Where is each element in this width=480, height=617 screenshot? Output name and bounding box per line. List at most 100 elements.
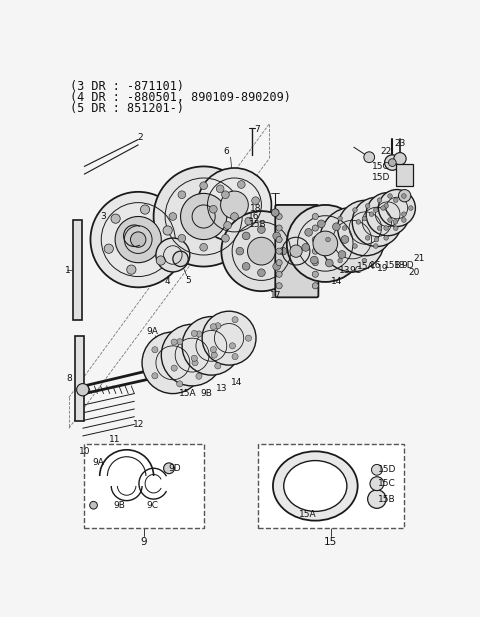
Circle shape <box>369 212 374 217</box>
Circle shape <box>368 490 386 508</box>
Circle shape <box>173 251 188 267</box>
Circle shape <box>161 325 223 386</box>
Bar <box>396 164 413 186</box>
Text: 2: 2 <box>138 133 144 142</box>
Text: 12: 12 <box>132 420 144 429</box>
Text: 10: 10 <box>79 447 90 456</box>
Circle shape <box>365 236 370 240</box>
Circle shape <box>156 256 166 265</box>
Circle shape <box>378 189 415 226</box>
Circle shape <box>353 208 357 212</box>
Text: 18: 18 <box>250 204 261 213</box>
Text: 14: 14 <box>331 278 343 286</box>
Circle shape <box>178 191 186 199</box>
Circle shape <box>131 232 146 247</box>
Circle shape <box>152 347 158 353</box>
Circle shape <box>156 238 190 272</box>
Text: 15B: 15B <box>249 220 266 229</box>
Circle shape <box>242 232 250 240</box>
Circle shape <box>362 217 367 221</box>
Circle shape <box>196 373 202 379</box>
Circle shape <box>342 226 347 230</box>
Circle shape <box>210 347 216 353</box>
Circle shape <box>232 354 238 360</box>
Circle shape <box>191 355 197 362</box>
Text: 7: 7 <box>255 125 261 134</box>
Text: 15C: 15C <box>378 479 396 488</box>
Circle shape <box>177 339 183 345</box>
Text: 15A: 15A <box>299 510 316 519</box>
Circle shape <box>279 247 287 255</box>
Text: 15B: 15B <box>384 260 401 270</box>
Circle shape <box>312 225 318 231</box>
Circle shape <box>353 244 357 249</box>
Circle shape <box>394 198 398 202</box>
Circle shape <box>393 220 398 224</box>
Circle shape <box>200 182 207 189</box>
Circle shape <box>313 231 337 256</box>
Bar <box>258 444 404 528</box>
Circle shape <box>90 502 97 509</box>
Text: 20: 20 <box>408 268 420 277</box>
Circle shape <box>374 238 379 242</box>
Circle shape <box>141 205 150 214</box>
Text: (3 DR : -871101): (3 DR : -871101) <box>71 80 184 93</box>
Circle shape <box>394 152 406 165</box>
Text: (5 DR : 851201-): (5 DR : 851201-) <box>71 102 184 115</box>
Circle shape <box>276 213 282 220</box>
Circle shape <box>210 324 216 330</box>
Circle shape <box>365 204 370 208</box>
Circle shape <box>180 193 227 239</box>
Text: 3: 3 <box>101 212 107 221</box>
Text: 19: 19 <box>377 263 389 273</box>
Circle shape <box>373 208 378 212</box>
Circle shape <box>127 265 136 274</box>
Text: 4: 4 <box>165 278 170 286</box>
Text: 11: 11 <box>109 435 121 444</box>
Circle shape <box>248 238 275 265</box>
Text: 9D: 9D <box>169 464 181 473</box>
Text: 15: 15 <box>324 537 337 547</box>
Circle shape <box>287 205 364 282</box>
Circle shape <box>142 332 204 394</box>
Circle shape <box>221 191 248 219</box>
Circle shape <box>408 205 413 210</box>
Circle shape <box>312 248 318 254</box>
Circle shape <box>242 263 250 270</box>
Circle shape <box>276 225 282 231</box>
Text: 9A: 9A <box>92 458 104 468</box>
Text: 15B: 15B <box>378 495 396 503</box>
Circle shape <box>222 191 229 199</box>
Circle shape <box>337 201 393 256</box>
Circle shape <box>222 234 229 242</box>
Text: 13: 13 <box>216 384 227 392</box>
Circle shape <box>384 155 400 170</box>
Circle shape <box>356 220 361 224</box>
Circle shape <box>402 218 406 222</box>
Circle shape <box>169 213 177 220</box>
Circle shape <box>312 260 318 266</box>
Circle shape <box>236 247 244 255</box>
Circle shape <box>197 168 271 242</box>
Circle shape <box>273 232 280 240</box>
Circle shape <box>398 189 411 202</box>
Circle shape <box>402 212 406 217</box>
Text: 15C: 15C <box>372 162 390 171</box>
Circle shape <box>273 263 280 270</box>
Circle shape <box>211 352 217 358</box>
Circle shape <box>215 363 221 369</box>
Circle shape <box>216 185 224 193</box>
Circle shape <box>191 330 197 336</box>
Text: 17: 17 <box>269 291 281 300</box>
Circle shape <box>271 209 279 217</box>
Circle shape <box>290 245 302 257</box>
Circle shape <box>352 197 402 247</box>
Circle shape <box>171 339 177 345</box>
Circle shape <box>245 217 252 225</box>
Circle shape <box>229 343 236 349</box>
Circle shape <box>171 365 177 371</box>
Text: 13: 13 <box>339 266 350 275</box>
Text: 9D: 9D <box>401 260 414 270</box>
Circle shape <box>362 259 367 263</box>
Text: 16: 16 <box>248 212 260 221</box>
